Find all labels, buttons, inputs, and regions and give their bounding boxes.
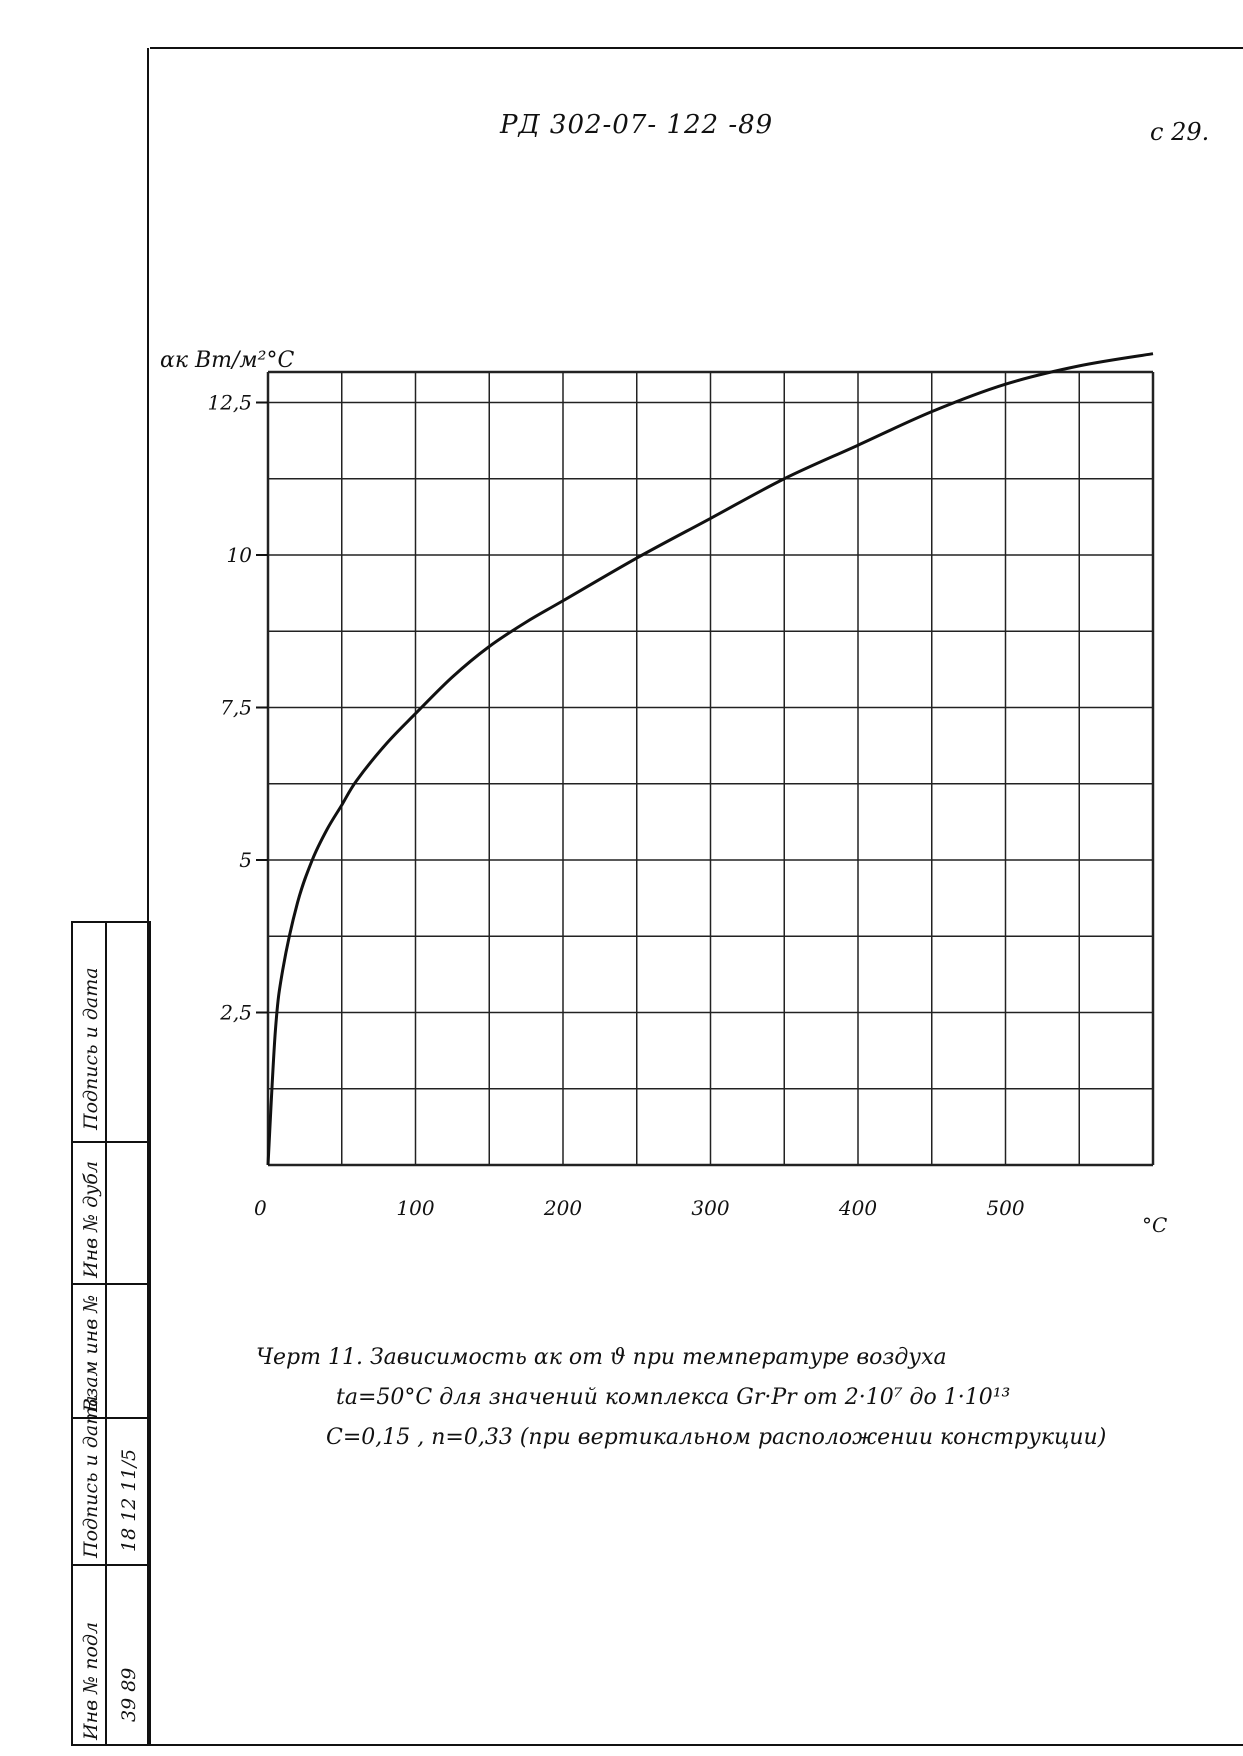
figure-caption: Черт 11. Зависимость αк от ϑ при темпера… — [256, 1338, 1106, 1458]
y-tick-label: 5 — [239, 848, 252, 872]
y-tick-label: 2,5 — [219, 1001, 252, 1025]
sidebar-label-signature-date: Подпись и дата — [80, 1395, 102, 1559]
sidebar-label-replace-inv: Взам инв № — [80, 1295, 102, 1413]
y-axis-label: αк Вт/м²°С — [160, 348, 295, 373]
y-tick-label: 12,5 — [207, 391, 252, 415]
x-tick-label: 500 — [986, 1196, 1024, 1220]
data-line-series-1 — [266, 352, 1154, 1166]
x-tick-label: 100 — [396, 1196, 434, 1220]
sidebar-label-dup-inv: Инв № дубл — [80, 1161, 102, 1279]
sidebar-entry-inv-number: 39 89 — [118, 1668, 140, 1722]
sidebar-label-signature-date-top: Подпись и дата — [80, 967, 102, 1131]
x-tick-label: 400 — [838, 1196, 877, 1220]
sidebar-entry-signature: 18 12 11/5 — [118, 1449, 140, 1552]
x-tick-label: 0 — [254, 1196, 267, 1220]
document-code: РД 302-07- 122 -89 — [500, 110, 774, 140]
y-tick-label: 7,5 — [220, 696, 252, 720]
x-tick-label: 200 — [543, 1196, 582, 1220]
caption-line-3: С=0,15 , n=0,33 (при вертикальном распол… — [326, 1425, 1107, 1450]
tick-labels: 0 100 200 300 400 500 2,5 5 7,5 10 12,5 — [207, 391, 1024, 1221]
grid-lines — [266, 370, 1155, 1167]
caption-line-2: tа=50°С для значений комплекса Gr·Pr от … — [336, 1385, 1011, 1410]
sidebar-table-border — [71, 921, 151, 1746]
sidebar-label-original-inv: Инв № подл — [80, 1622, 102, 1741]
caption-line-1: Черт 11. Зависимость αк от ϑ при темпера… — [256, 1345, 947, 1370]
x-axis-label: °С — [1142, 1213, 1167, 1237]
x-tick-label: 300 — [691, 1196, 729, 1220]
y-tick-label: 10 — [227, 543, 253, 567]
sidebar-stamp-table: Подпись и дата Инв № дубл Взам инв № Под… — [71, 921, 151, 1746]
page-number: с 29. — [1150, 118, 1210, 146]
